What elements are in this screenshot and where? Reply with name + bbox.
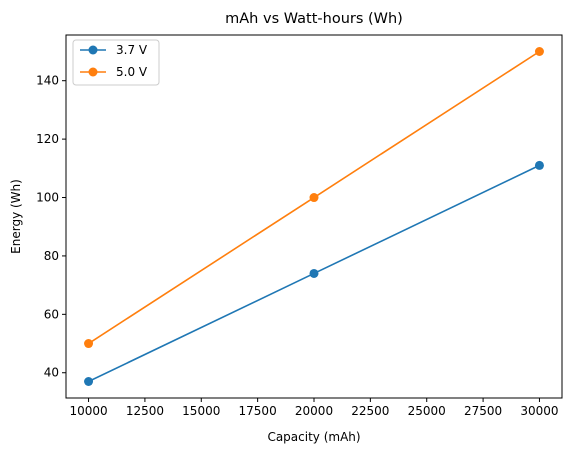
y-axis: 40 60 80 100 120 140 xyxy=(36,74,66,380)
y-tick-label: 40 xyxy=(44,366,59,380)
x-tick-label: 10000 xyxy=(69,404,107,418)
data-point xyxy=(534,160,544,170)
x-tick-label: 22500 xyxy=(351,404,389,418)
data-point xyxy=(309,268,319,278)
x-tick-label: 12500 xyxy=(126,404,164,418)
legend-marker xyxy=(88,67,98,77)
series-layer xyxy=(84,47,544,386)
legend: 3.7 V 5.0 V xyxy=(72,39,160,86)
data-point xyxy=(309,193,319,203)
chart-title: mAh vs Watt-hours (Wh) xyxy=(225,11,403,27)
y-tick-label: 100 xyxy=(36,191,59,205)
plot-area xyxy=(66,35,562,398)
y-tick-label: 60 xyxy=(44,307,59,321)
x-tick-label: 15000 xyxy=(182,404,220,418)
legend-label: 5.0 V xyxy=(116,65,148,79)
data-point xyxy=(84,339,94,349)
x-tick-label: 30000 xyxy=(520,404,558,418)
plot-frame xyxy=(65,34,563,399)
x-tick-label: 20000 xyxy=(295,404,333,418)
y-tick-label: 140 xyxy=(36,74,59,88)
legend-label: 3.7 V xyxy=(116,43,148,57)
x-axis: 10000 12500 15000 17500 20000 22500 25000 27500… xyxy=(69,398,559,418)
data-point xyxy=(84,377,94,386)
legend-marker xyxy=(88,45,98,55)
y-axis-title: Energy (Wh) xyxy=(9,179,23,254)
x-axis-title: Capacity (mAh) xyxy=(267,430,360,444)
x-tick-label: 27500 xyxy=(464,404,502,418)
x-tick-label: 17500 xyxy=(239,404,277,418)
x-tick-label: 25000 xyxy=(408,404,446,418)
y-tick-label: 80 xyxy=(44,249,59,263)
data-point xyxy=(534,47,544,56)
y-tick-label: 120 xyxy=(36,132,59,146)
